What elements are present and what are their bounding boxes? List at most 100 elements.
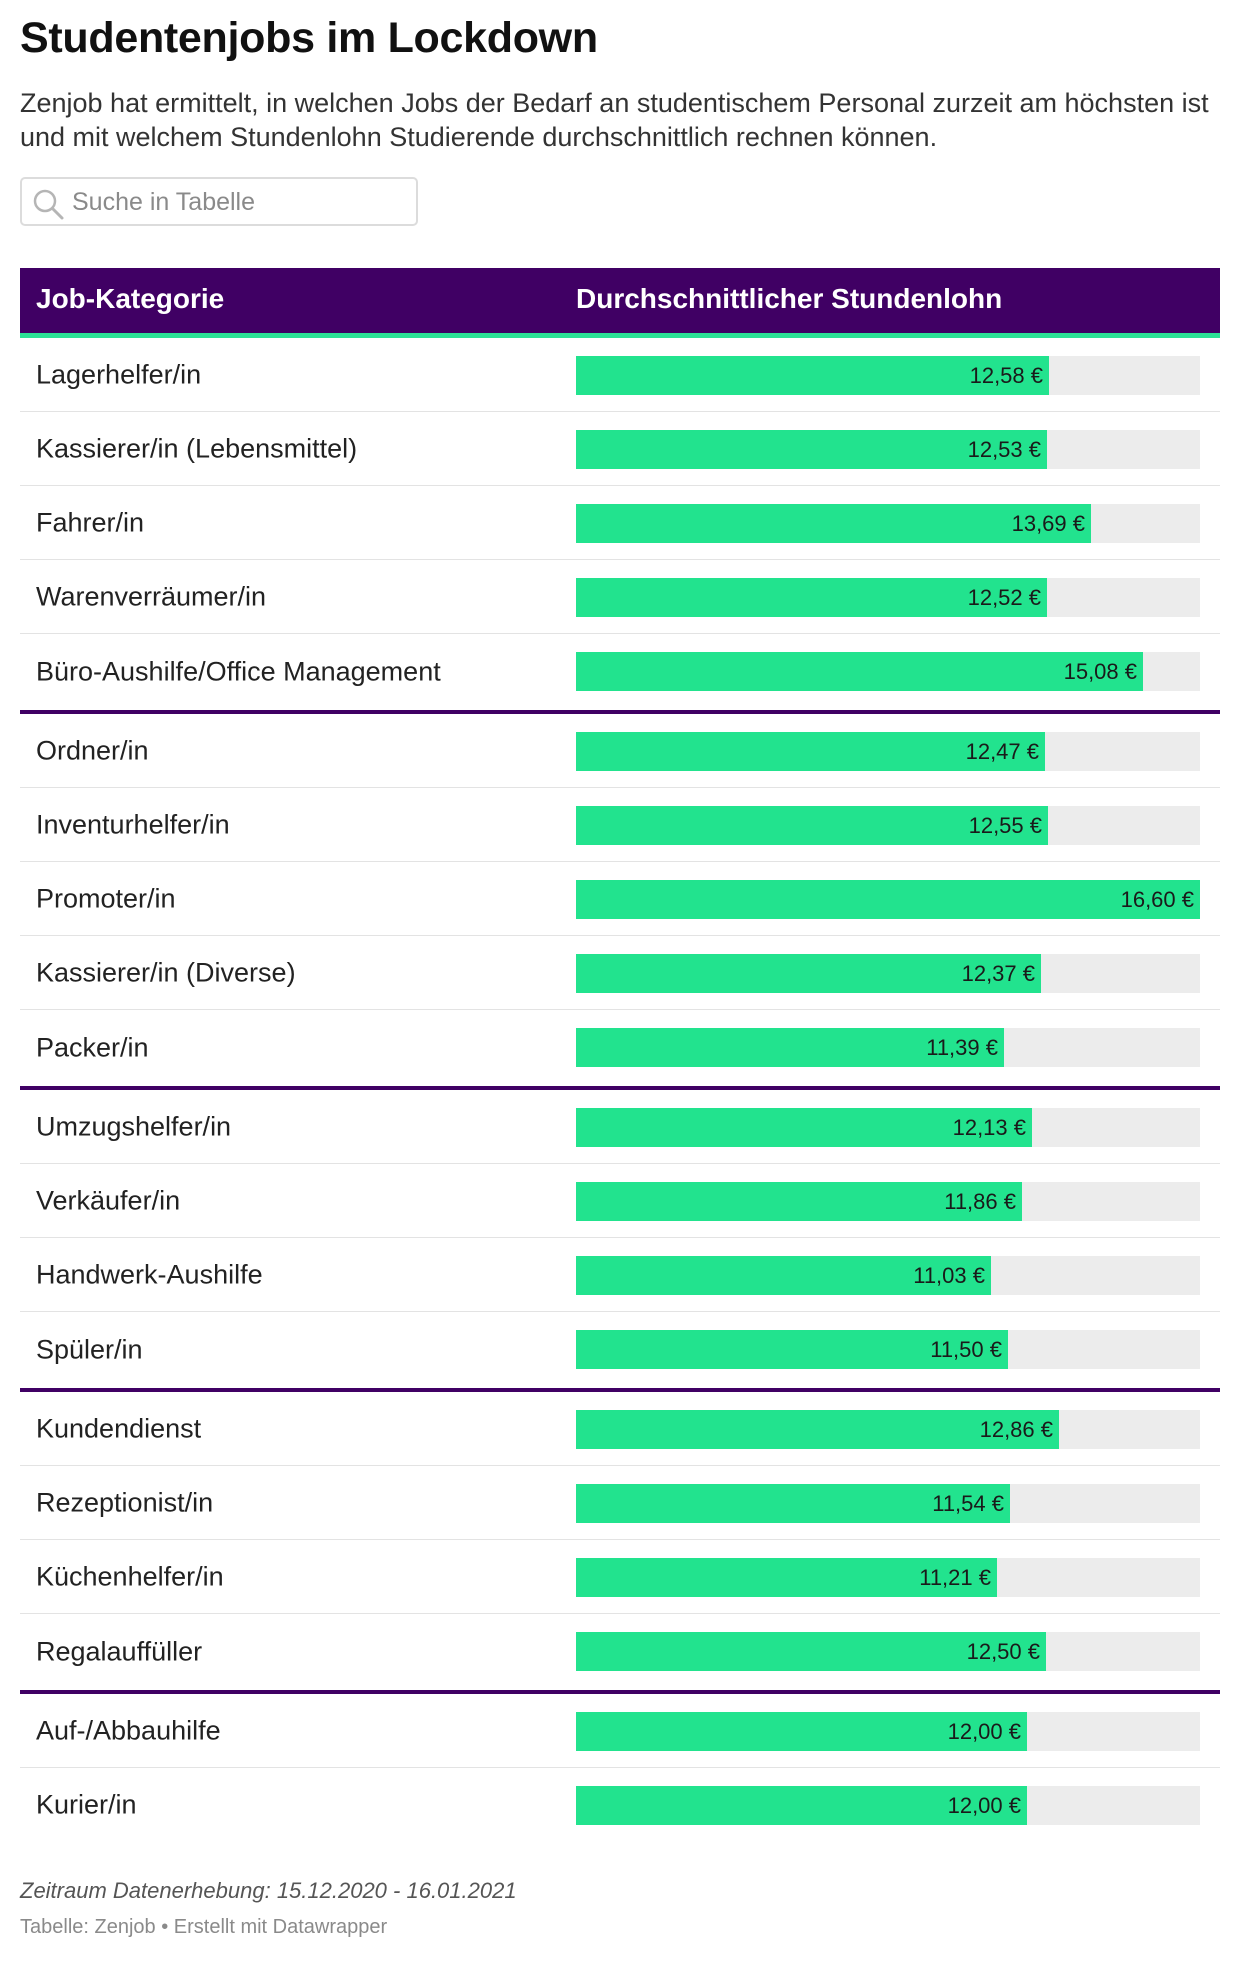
footer-credit: Tabelle: Zenjob • Erstellt mit Datawrapp… — [20, 1916, 388, 1938]
row-label: Verkäufer/in — [36, 1185, 181, 1215]
search-icon — [33, 189, 64, 220]
row-label: Umzugshelfer/in — [36, 1111, 232, 1141]
table-row: Promoter/in 16,60 € — [20, 862, 1220, 936]
bar-value-label: 12,58 € — [969, 363, 1043, 388]
bar: 16,60 € — [576, 880, 1200, 919]
bar: 11,39 € — [576, 1028, 1004, 1067]
table-row: Fahrer/in 13,69 € — [20, 486, 1220, 560]
row-label: Auf-/Abbauhilfe — [36, 1715, 221, 1745]
bar-track: 11,21 € — [576, 1558, 1200, 1597]
table-row: Packer/in 11,39 € — [20, 1010, 1220, 1090]
table-row: Umzugshelfer/in 12,13 € — [20, 1090, 1220, 1164]
bar-value-label: 12,53 € — [967, 437, 1041, 462]
row-label: Kurier/in — [36, 1789, 137, 1820]
row-label: Regalauffüller — [36, 1636, 203, 1667]
row-label: Lagerhelfer/in — [36, 359, 202, 389]
bar-value-label: 11,03 € — [913, 1263, 985, 1288]
row-label: Kundendienst — [36, 1413, 202, 1443]
chart-title: Studentenjobs im Lockdown — [20, 14, 598, 62]
bar-value-label: 12,13 € — [952, 1115, 1026, 1140]
table-row: Verkäufer/in 11,86 € — [20, 1164, 1220, 1238]
row-label: Ordner/in — [36, 735, 149, 765]
row-label: Büro-Aushilfe/Office Management — [36, 656, 441, 687]
bar: 13,69 € — [576, 504, 1091, 543]
bar-value-label: 12,37 € — [961, 961, 1035, 986]
bar: 11,03 € — [576, 1256, 991, 1295]
table-row: Büro-Aushilfe/Office Management 15,08 € — [20, 634, 1220, 714]
table-row: Warenverräumer/in 12,52 € — [20, 560, 1220, 634]
bar-value-label: 15,08 € — [1063, 659, 1137, 684]
bar-value-label: 13,69 € — [1011, 511, 1085, 536]
table-row: Inventurhelfer/in 12,55 € — [20, 788, 1220, 862]
row-label: Inventurhelfer/in — [36, 809, 230, 839]
table-row: Rezeptionist/in 11,54 € — [20, 1466, 1220, 1540]
bar-value-label: 16,60 € — [1120, 887, 1194, 912]
table-row: Handwerk-Aushilfe 11,03 € — [20, 1238, 1220, 1312]
bar-track: 15,08 € — [576, 652, 1200, 691]
table-row: Kassierer/in (Lebensmittel) 12,53 € — [20, 412, 1220, 486]
bar-value-label: 12,00 € — [947, 1793, 1021, 1818]
bar: 11,54 € — [576, 1484, 1010, 1523]
row-label: Packer/in — [36, 1032, 149, 1063]
bar-value-label: 11,50 € — [930, 1337, 1002, 1362]
bar: 11,86 € — [576, 1182, 1022, 1221]
bar-track: 13,69 € — [576, 504, 1200, 543]
bar-track: 12,37 € — [576, 954, 1200, 993]
bar-track: 11,86 € — [576, 1182, 1200, 1221]
bar-track: 16,60 € — [576, 880, 1200, 919]
bar: 12,86 € — [576, 1410, 1059, 1449]
bar-track: 12,86 € — [576, 1410, 1200, 1449]
bar-value-label: 11,39 € — [926, 1035, 998, 1060]
row-label: Handwerk-Aushilfe — [36, 1259, 263, 1289]
bar: 12,55 € — [576, 806, 1048, 845]
row-label: Kassierer/in (Diverse) — [36, 957, 296, 987]
row-label: Kassierer/in (Lebensmittel) — [36, 433, 358, 463]
bar: 11,50 € — [576, 1330, 1008, 1369]
column-header-job-category[interactable]: Job-Kategorie — [36, 283, 225, 314]
bar: 12,13 € — [576, 1108, 1032, 1147]
bar-track: 11,50 € — [576, 1330, 1200, 1369]
table-row: Kurier/in 12,00 € — [20, 1768, 1220, 1842]
bar-value-label: 12,00 € — [947, 1719, 1021, 1744]
row-label: Warenverräumer/in — [36, 581, 267, 611]
bar: 12,58 € — [576, 356, 1049, 395]
table-row: Küchenhelfer/in 11,21 € — [20, 1540, 1220, 1614]
bar-value-label: 11,86 € — [944, 1189, 1016, 1214]
table-row: Kundendienst 12,86 € — [20, 1392, 1220, 1466]
bar-track: 11,54 € — [576, 1484, 1200, 1523]
bar-track: 12,53 € — [576, 430, 1200, 469]
bar-track: 12,00 € — [576, 1786, 1200, 1825]
bar-value-label: 12,50 € — [966, 1639, 1040, 1664]
table-row: Regalauffüller 12,50 € — [20, 1614, 1220, 1694]
search-input[interactable] — [72, 183, 402, 221]
table-body: Lagerhelfer/in 12,58 € Kassierer/in (Leben… — [20, 338, 1220, 1842]
bar-value-label: 12,86 € — [979, 1417, 1053, 1442]
bar-track: 11,03 € — [576, 1256, 1200, 1295]
bar: 12,00 € — [576, 1712, 1027, 1751]
bar-track: 12,55 € — [576, 806, 1200, 845]
column-header-hourly-wage[interactable]: Durchschnittlicher Stundenlohn — [576, 283, 1003, 314]
bar-track: 12,13 € — [576, 1108, 1200, 1147]
bar-value-label: 11,21 € — [919, 1565, 991, 1590]
table-row: Ordner/in 12,47 € — [20, 714, 1220, 788]
table-header: Job-Kategorie Durchschnittlicher Stunden… — [20, 268, 1220, 338]
bar: 12,53 € — [576, 430, 1047, 469]
bar-value-label: 12,47 € — [965, 739, 1039, 764]
table-row: Spüler/in 11,50 € — [20, 1312, 1220, 1392]
row-label: Rezeptionist/in — [36, 1487, 214, 1517]
bar-track: 12,50 € — [576, 1632, 1200, 1671]
chart-intro: Zenjob hat ermittelt, in welchen Jobs de… — [20, 88, 1209, 152]
bar-value-label: 12,55 € — [968, 813, 1042, 838]
bar-track: 12,47 € — [576, 732, 1200, 771]
bar: 15,08 € — [576, 652, 1143, 691]
bar: 12,52 € — [576, 578, 1047, 617]
row-label: Küchenhelfer/in — [36, 1561, 224, 1591]
search-box[interactable] — [20, 177, 418, 226]
bar-value-label: 11,54 € — [932, 1491, 1004, 1516]
bar: 11,21 € — [576, 1558, 997, 1597]
bar-track: 11,39 € — [576, 1028, 1200, 1067]
bar-track: 12,58 € — [576, 356, 1200, 395]
table-row: Lagerhelfer/in 12,58 € — [20, 338, 1220, 412]
row-label: Fahrer/in — [36, 507, 145, 537]
